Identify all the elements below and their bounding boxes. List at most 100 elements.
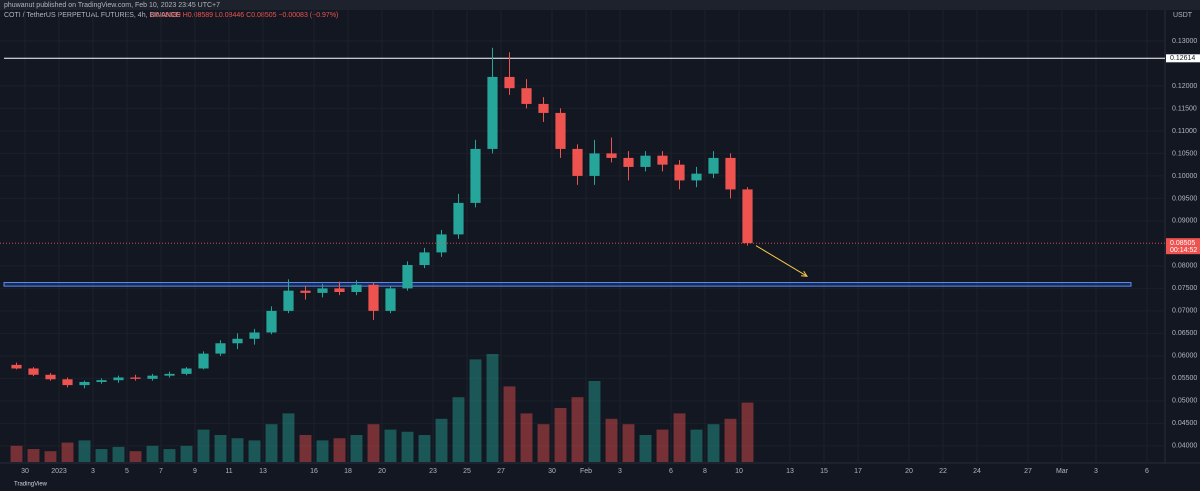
y-tick-label: 0.06500	[1172, 330, 1197, 337]
resistance-label-box	[1166, 54, 1200, 63]
symbol-legend: COTI / TetherUS PERPETUAL FUTURES, 4h, B…	[4, 12, 181, 19]
x-tick-label: 18	[344, 468, 352, 475]
volume-bar	[418, 435, 431, 462]
x-tick-label: 6	[669, 468, 673, 475]
candle-body	[300, 290, 311, 293]
currency: USDT	[1173, 12, 1193, 19]
candle-body	[623, 157, 634, 167]
candle-body	[453, 202, 464, 235]
volume-bar	[214, 435, 227, 462]
volume-bar	[571, 397, 584, 462]
candle-body	[589, 153, 600, 176]
y-tick-label: 0.09500	[1172, 195, 1197, 202]
volume-bar	[452, 397, 465, 462]
volume-bar	[197, 429, 210, 462]
y-tick-label: 0.09000	[1172, 218, 1197, 225]
candle-body	[606, 153, 617, 158]
candle-body	[130, 377, 141, 379]
volume-bar	[112, 446, 125, 462]
y-tick-label: 0.07000	[1172, 308, 1197, 315]
candle-body	[147, 375, 158, 379]
volume-bar	[673, 413, 686, 462]
volume-bar	[61, 442, 74, 462]
x-tick-label: 23	[429, 468, 437, 475]
candle-body	[45, 374, 56, 380]
y-tick-label: 0.06000	[1172, 353, 1197, 360]
candle-body	[11, 364, 22, 369]
volume-bar	[520, 413, 533, 462]
last-price-label: 0.08505	[1170, 240, 1195, 247]
volume-bar	[10, 445, 23, 462]
x-tick-label: 7	[159, 468, 163, 475]
countdown: 00:14:52	[1170, 247, 1197, 254]
candle-body	[317, 288, 328, 293]
x-tick-label: 30	[21, 468, 29, 475]
volume-bar	[316, 440, 329, 462]
volume-bar	[248, 440, 261, 462]
candle-body	[538, 103, 549, 113]
candle-body	[181, 368, 192, 374]
volume-bar	[554, 408, 567, 462]
candle-body	[215, 343, 226, 354]
x-tick-label: 16	[310, 468, 318, 475]
header-title: phuwanut published on TradingView.com, F…	[4, 2, 220, 9]
volume-bar	[707, 424, 720, 462]
candle-body	[283, 290, 294, 311]
candle-body	[640, 155, 651, 167]
candle-body	[385, 288, 396, 311]
candle-body	[504, 76, 515, 89]
volume-bar	[435, 418, 448, 462]
volume-bar	[690, 429, 703, 462]
volume-bar	[333, 438, 346, 462]
candle-body	[691, 173, 702, 181]
top-bar	[0, 0, 1200, 10]
candle-body	[487, 76, 498, 149]
x-tick-label: Mar	[1056, 468, 1069, 475]
candle-body	[708, 157, 719, 174]
volume-bar	[605, 418, 618, 462]
volume-bar	[163, 449, 176, 462]
x-tick-label: 10	[735, 468, 743, 475]
arrow-head	[800, 270, 808, 277]
x-tick-label: 3	[618, 468, 622, 475]
candle-body	[674, 164, 685, 181]
x-tick-label: 27	[497, 468, 505, 475]
volume-bar	[503, 386, 516, 462]
candle-body	[164, 373, 175, 376]
candle-body	[351, 284, 362, 292]
volume-bar	[146, 445, 159, 462]
candle-body	[725, 157, 736, 190]
y-tick-label: 0.13000	[1172, 38, 1197, 45]
footer	[0, 478, 1200, 491]
volume-bar	[741, 402, 754, 462]
x-tick-label: 24	[973, 468, 981, 475]
x-tick-label: 13	[786, 468, 794, 475]
candle-body	[742, 189, 753, 244]
x-tick-label: 8	[703, 468, 707, 475]
x-tick-label: 27	[1024, 468, 1032, 475]
x-tick-label: 11	[225, 468, 232, 475]
x-tick-label: 13	[259, 468, 267, 475]
volume-bar	[639, 435, 652, 462]
candle-body	[470, 148, 481, 203]
volume-bar	[129, 451, 142, 462]
candle-body	[368, 284, 379, 311]
x-tick-label: 22	[939, 468, 947, 475]
y-tick-label: 0.04500	[1172, 420, 1197, 427]
candle-body	[334, 288, 345, 292]
volume-bar	[44, 451, 57, 462]
x-tick-label: 20	[905, 468, 913, 475]
volume-bar	[486, 354, 499, 462]
volume-bar	[282, 413, 295, 462]
x-tick-label: 3	[91, 468, 95, 475]
x-tick-label: 6	[1145, 468, 1149, 475]
candle-body	[402, 264, 413, 289]
candle-body	[521, 88, 532, 104]
candle-body	[232, 338, 243, 344]
x-tick-label: 30	[548, 468, 556, 475]
y-tick-label: 0.10500	[1172, 150, 1197, 157]
volume-bar	[384, 429, 397, 462]
x-tick-label: 15	[820, 468, 828, 475]
volume-bar	[724, 418, 737, 462]
